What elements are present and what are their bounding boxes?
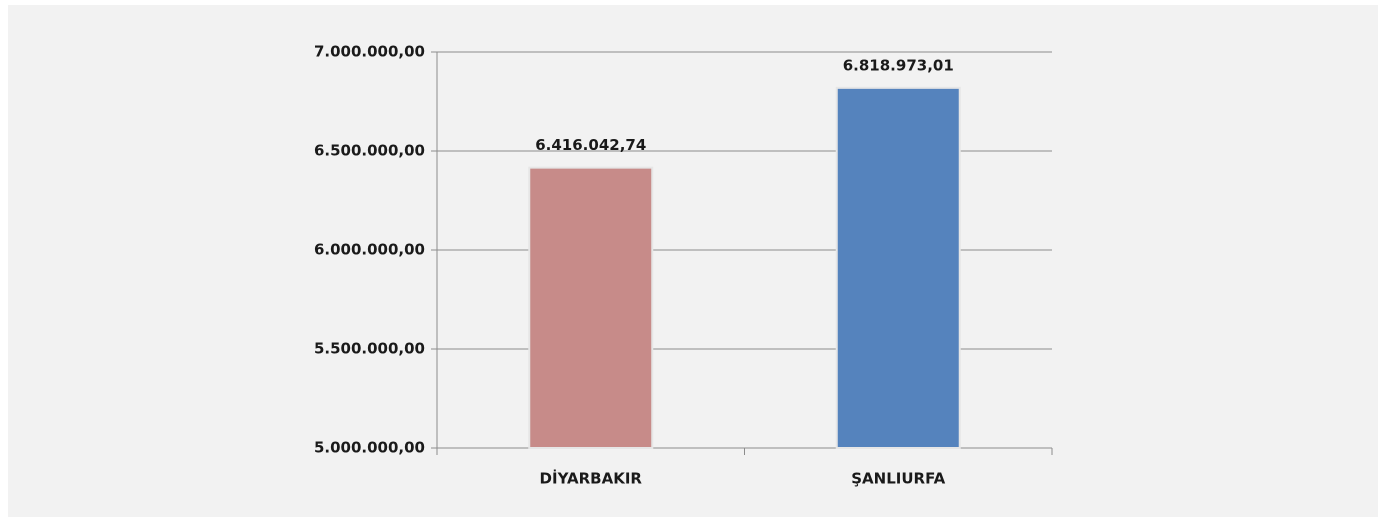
x-tick-label: DİYARBAKIR — [540, 469, 643, 488]
y-tick-label: 5.500.000,00 — [314, 340, 425, 358]
y-tick-label: 7.000.000,00 — [314, 43, 425, 61]
x-tick-label: ŞANLIURFA — [851, 470, 945, 488]
y-tick-label: 6.500.000,00 — [314, 142, 425, 160]
chart-background — [8, 5, 1378, 517]
value-label: 6.416.042,74 — [535, 136, 646, 154]
y-tick-label: 5.000.000,00 — [314, 439, 425, 457]
bar — [528, 166, 654, 449]
y-tick-label: 6.000.000,00 — [314, 241, 425, 259]
value-label: 6.818.973,01 — [843, 56, 954, 74]
bar — [835, 86, 961, 449]
